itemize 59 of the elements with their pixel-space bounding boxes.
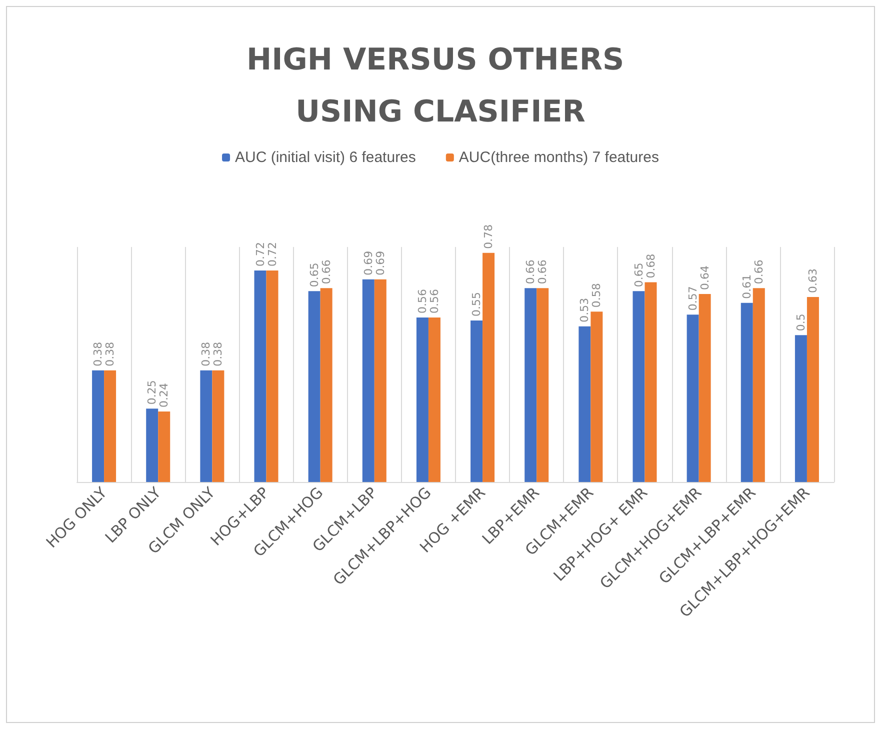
bar xyxy=(698,294,711,482)
data-label: 0.38 xyxy=(92,342,105,366)
bar xyxy=(254,270,266,482)
data-label: 0.58 xyxy=(590,283,604,308)
data-label: 0.66 xyxy=(536,260,550,284)
legend-label: AUC(three months) 7 features xyxy=(458,149,659,166)
bar xyxy=(158,412,170,482)
data-label: 0.57 xyxy=(686,286,700,311)
bar xyxy=(590,312,603,482)
data-label: 0.38 xyxy=(104,342,117,366)
bar xyxy=(92,370,104,482)
bar xyxy=(686,314,699,482)
bar xyxy=(524,288,537,482)
data-label: 0.66 xyxy=(524,260,538,284)
bar xyxy=(374,279,386,482)
bar xyxy=(806,296,819,482)
data-label: 0.72 xyxy=(254,242,267,266)
data-label: 0.68 xyxy=(644,254,658,278)
data-label: 0.64 xyxy=(698,266,712,290)
data-label: 0.5 xyxy=(794,314,808,332)
data-label: 0.69 xyxy=(374,250,387,276)
bar xyxy=(794,335,807,482)
data-label: 0.65 xyxy=(308,262,321,288)
data-label: 0.78 xyxy=(482,224,496,249)
data-label: 0.56 xyxy=(428,289,441,314)
bar xyxy=(428,318,440,482)
bar xyxy=(104,370,116,482)
bar xyxy=(470,320,483,482)
data-label: 0.61 xyxy=(740,274,754,299)
bar xyxy=(320,288,332,482)
data-label: 0.66 xyxy=(752,260,766,284)
bar xyxy=(200,370,212,482)
bar xyxy=(644,282,657,482)
data-label: 0.38 xyxy=(200,342,213,366)
data-label: 0.53 xyxy=(578,298,592,322)
data-label: 0.24 xyxy=(158,383,171,408)
data-label: 0.55 xyxy=(470,292,484,316)
chart-title: HIGH VERSUS OTHERS USING CLASIFIER xyxy=(246,42,634,130)
data-label: 0.56 xyxy=(416,289,429,314)
data-label: 0.25 xyxy=(146,380,159,405)
data-label: 0.72 xyxy=(266,242,279,266)
bar xyxy=(416,318,428,482)
bar xyxy=(536,288,549,482)
bar xyxy=(740,302,753,482)
bar xyxy=(632,291,645,482)
data-label: 0.66 xyxy=(320,260,333,284)
data-label: 0.38 xyxy=(212,342,225,366)
bar xyxy=(578,326,591,482)
bar xyxy=(308,291,320,482)
bar xyxy=(482,252,495,482)
bar xyxy=(146,408,158,482)
bar xyxy=(752,288,765,482)
bar xyxy=(266,270,278,482)
bar xyxy=(362,279,374,482)
bar xyxy=(212,370,224,482)
data-label: 0.69 xyxy=(362,250,375,276)
data-label: 0.65 xyxy=(632,262,646,288)
data-label: 0.63 xyxy=(806,268,820,293)
legend-label: AUC (initial visit) 6 features xyxy=(235,149,416,166)
